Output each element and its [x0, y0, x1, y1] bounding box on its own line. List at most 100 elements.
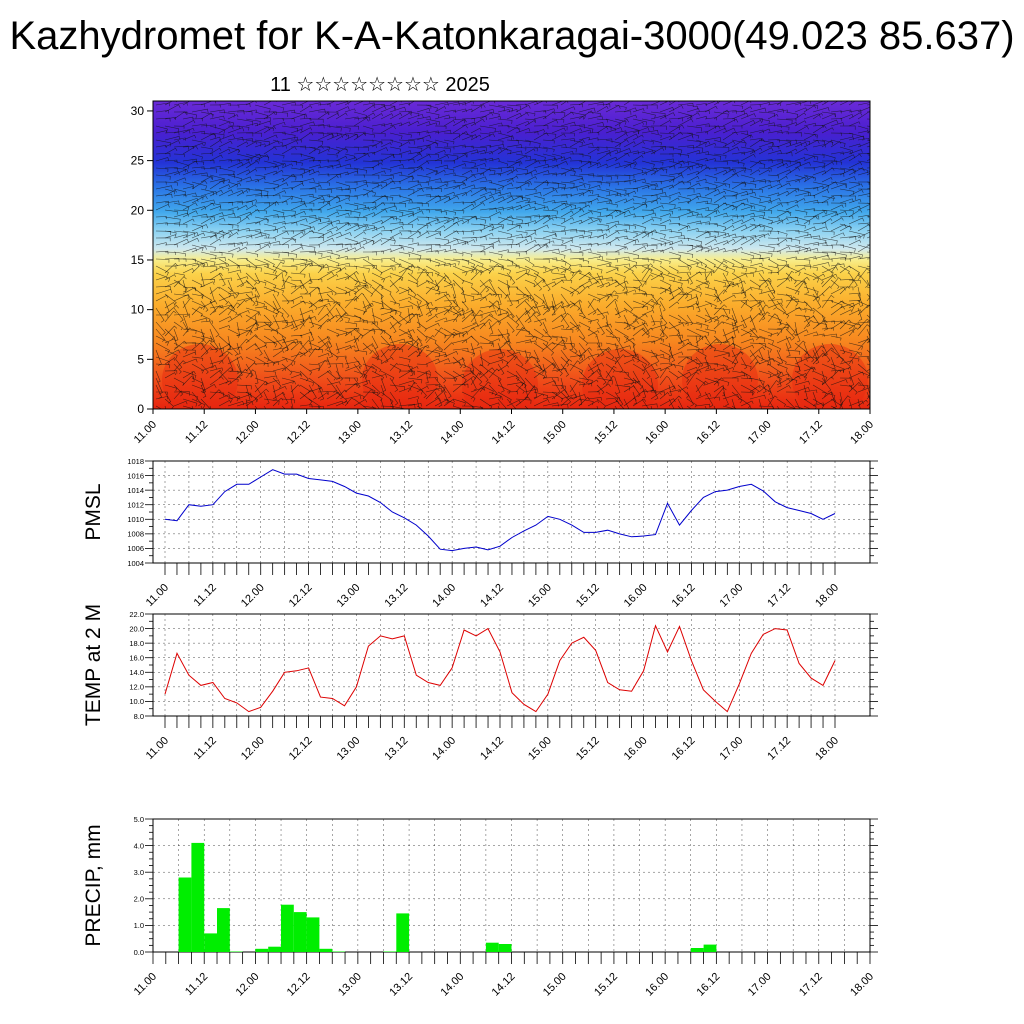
- plot-frame: [152, 460, 871, 564]
- precip-bar: [690, 948, 704, 952]
- warm-cell: [362, 344, 438, 409]
- precip-bar: [204, 933, 217, 952]
- y-tick-label: 5: [137, 352, 144, 366]
- y-tick-label: 8.0: [134, 712, 144, 721]
- cross-section-chart: 0 5 10 15 20 25 30 11.00 11.12 12.00 12.12 13.00 13.…: [131, 100, 876, 447]
- x-tick-label: 15.00: [541, 419, 569, 447]
- series-line: [164, 624, 836, 713]
- x-tick-label: 18.00: [813, 582, 841, 610]
- x-tick-label: 13.12: [387, 419, 415, 447]
- precip-bar: [703, 944, 717, 952]
- x-tick-label: 18.00: [848, 419, 876, 447]
- precip-bar: [332, 951, 346, 952]
- precip-bar: [293, 912, 307, 952]
- y-tick-label: 1018: [127, 457, 144, 466]
- y-tick-label: 5.0: [134, 815, 144, 824]
- x-tick-label: 15.12: [592, 971, 620, 999]
- y-tick-label: 1008: [127, 530, 144, 539]
- x-tick-label: 14.12: [478, 735, 506, 763]
- y-tick-label: 2.0: [134, 895, 144, 904]
- precip-bar: [485, 942, 499, 952]
- precip-bar: [178, 877, 192, 952]
- y-tick-label: 1006: [127, 544, 144, 553]
- y-tick-label: 1016: [127, 471, 144, 480]
- x-tick-label: 17.12: [797, 971, 825, 999]
- precip-bar: [217, 908, 230, 952]
- y-tick-label: 20.0: [129, 624, 144, 633]
- y-tick-label: 30: [131, 104, 145, 118]
- y-axis-label: TEMP at 2 M: [82, 604, 105, 726]
- grid: [153, 614, 870, 716]
- warm-cell: [162, 344, 238, 409]
- precip-bar: [498, 944, 512, 952]
- precip-bar: [191, 842, 205, 952]
- x-tick-label: 13.00: [335, 582, 363, 610]
- precip-bar: [229, 951, 243, 952]
- x-tick-label: 18.00: [813, 735, 841, 763]
- x-tick-label: 13.12: [382, 582, 410, 610]
- x-tick-label: 15.12: [592, 419, 620, 447]
- x-tick-label: 12.00: [234, 419, 262, 447]
- temp-chart: 22.0 20.0 18.0 16.0 14.0 12.0 10.0 8.0 11.00 11.1…: [82, 604, 878, 763]
- x-tick-label: 15.00: [541, 971, 569, 999]
- y-tick-label: 1014: [127, 486, 144, 495]
- x-tick-label: 16.12: [695, 419, 723, 447]
- x-tick-label: 16.00: [643, 419, 671, 447]
- x-tick-label: 14.12: [490, 971, 518, 999]
- x-tick-label: 17.12: [765, 582, 793, 610]
- x-tick-label: 16.00: [622, 582, 650, 610]
- y-tick-label: 18.0: [129, 639, 144, 648]
- x-tick-label: 12.00: [239, 735, 267, 763]
- x-tick-label: 14.00: [430, 582, 458, 610]
- x-tick-label: 15.12: [574, 735, 602, 763]
- series-line: [164, 469, 836, 552]
- x-tick-label: 16.12: [670, 735, 698, 763]
- y-tick-label: 10.0: [129, 697, 144, 706]
- y-tick-label: 1010: [127, 515, 144, 524]
- x-tick-label: 16.12: [695, 971, 723, 999]
- x-tick-label: 11.00: [144, 582, 171, 609]
- y-axis-label: PRECIP, mm: [82, 824, 105, 946]
- x-tick-label: 13.00: [335, 735, 363, 763]
- x-tick-label: 14.12: [478, 582, 506, 610]
- precip-bar: [306, 917, 320, 952]
- grid: [152, 819, 871, 952]
- x-tick-label: 15.12: [574, 582, 602, 610]
- y-tick-label: 10: [131, 303, 145, 317]
- precip-bar: [281, 904, 294, 952]
- precip-bar: [268, 946, 281, 952]
- x-tick-label: 18.00: [848, 971, 876, 999]
- x-tick-label: 15.00: [526, 735, 554, 763]
- warm-cell: [462, 349, 538, 409]
- x-tick-label: 12.00: [234, 971, 262, 999]
- y-tick-label: 1.0: [134, 921, 144, 930]
- x-tick-label: 17.12: [765, 735, 793, 763]
- x-tick-label: 17.00: [746, 419, 774, 447]
- x-tick-label: 16.00: [622, 735, 650, 763]
- x-tick-label: 15.00: [526, 582, 554, 610]
- x-tick-label: 17.00: [717, 735, 745, 763]
- y-tick-label: 3.0: [134, 868, 144, 877]
- x-tick-label: 11.12: [183, 419, 210, 446]
- y-tick-label: 4.0: [134, 841, 144, 850]
- x-tick-label: 13.00: [336, 419, 364, 447]
- x-tick-label: 11.12: [183, 971, 210, 998]
- warm-cell: [682, 344, 758, 409]
- y-tick-label: 20: [131, 203, 145, 217]
- precip-bar: [383, 951, 397, 952]
- x-tick-label: 13.12: [382, 735, 410, 763]
- x-tick-label: 17.00: [717, 582, 745, 610]
- page-subtitle: 11 ☆☆☆☆☆☆☆☆ 2025: [270, 74, 490, 96]
- x-tick-label: 17.00: [746, 971, 774, 999]
- warm-cell: [792, 344, 868, 409]
- x-tick-label: 14.00: [430, 735, 458, 763]
- x-tick-label: 11.00: [132, 971, 159, 998]
- y-tick-label: 1012: [127, 501, 144, 510]
- x-tick-label: 14.00: [438, 419, 466, 447]
- precip-bar: [255, 948, 269, 952]
- y-tick-label: 15: [131, 253, 145, 267]
- y-tick-label: 12.0: [129, 683, 144, 692]
- y-tick-label: 25: [131, 154, 145, 168]
- y-tick-label: 0: [137, 402, 144, 416]
